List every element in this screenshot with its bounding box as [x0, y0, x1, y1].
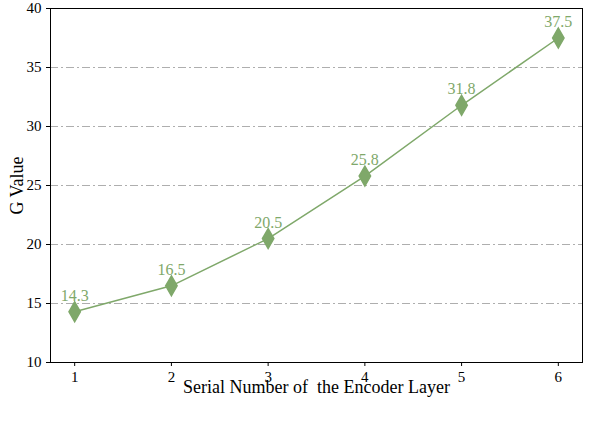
svg-text:G Value: G Value [7, 156, 27, 214]
svg-text:14.3: 14.3 [61, 287, 89, 304]
svg-text:20: 20 [27, 236, 42, 252]
svg-text:15: 15 [27, 295, 42, 311]
svg-text:31.8: 31.8 [448, 80, 476, 97]
svg-text:5: 5 [458, 369, 466, 385]
svg-text:40: 40 [27, 0, 42, 16]
svg-text:2: 2 [168, 369, 176, 385]
svg-text:6: 6 [555, 369, 563, 385]
svg-text:25.8: 25.8 [351, 151, 379, 168]
svg-text:35: 35 [27, 59, 42, 75]
svg-text:30: 30 [27, 118, 42, 134]
svg-text:Serial Number of the Encoder: Serial Number of the Encoder Layer [183, 377, 450, 397]
svg-text:20.5: 20.5 [254, 214, 282, 231]
svg-text:25: 25 [27, 177, 42, 193]
svg-text:16.5: 16.5 [157, 261, 185, 278]
svg-text:10: 10 [27, 354, 42, 370]
svg-text:37.5: 37.5 [544, 13, 572, 30]
svg-text:1: 1 [71, 369, 79, 385]
